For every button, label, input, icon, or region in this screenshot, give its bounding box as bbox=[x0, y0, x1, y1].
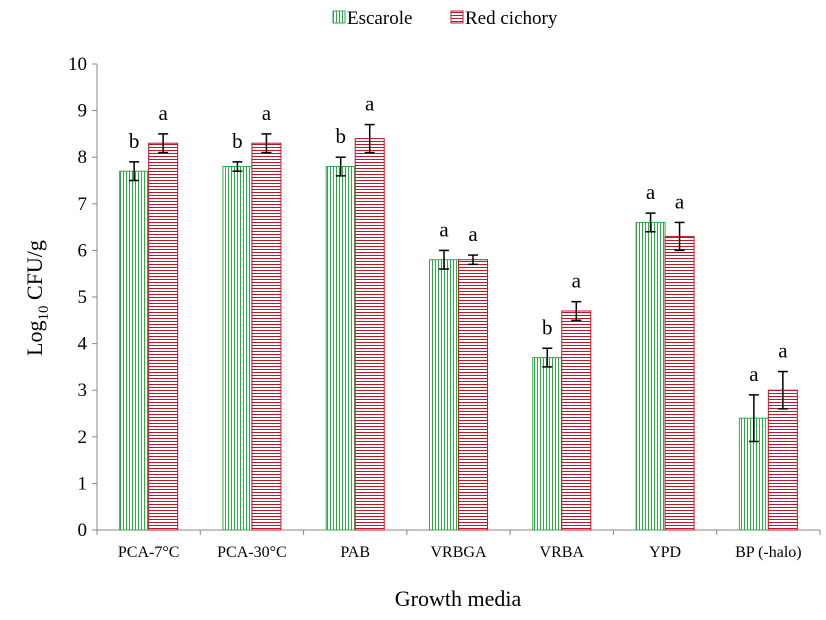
x-tick-label: VRBA bbox=[540, 544, 585, 561]
bar-red-cichory bbox=[458, 259, 488, 531]
error-bar-red-cichory bbox=[364, 123, 375, 154]
y-tick-label: 6 bbox=[78, 240, 88, 261]
significance-letter: a bbox=[262, 101, 272, 125]
significance-letter: b bbox=[129, 129, 140, 153]
legend-item-red-cichory: Red cichory bbox=[450, 8, 558, 29]
error-bar-red-cichory bbox=[158, 133, 169, 154]
significance-letter: a bbox=[365, 92, 375, 116]
error-bar-red-cichory bbox=[468, 254, 478, 266]
bar-escarole bbox=[635, 221, 666, 531]
y-tick-label: 8 bbox=[78, 147, 88, 168]
x-axis-title: Growth media bbox=[395, 586, 522, 611]
plot-area: 0 1 2 3 4 5 6 7 8 9 10 PCA-7°C PCA-30°C PAB VRBGA VRBA Y… bbox=[68, 54, 821, 561]
significance-letter: b bbox=[232, 129, 243, 153]
bar-escarole bbox=[429, 259, 459, 531]
error-bar-red-cichory bbox=[674, 221, 685, 252]
legend-label-escarole: Escarole bbox=[347, 8, 412, 29]
y-axis-title-base: Log bbox=[22, 320, 47, 355]
error-bar-red-cichory bbox=[261, 133, 272, 154]
significance-letter: a bbox=[468, 222, 478, 246]
bar-escarole bbox=[222, 166, 253, 531]
legend-label-red-cichory: Red cichory bbox=[465, 8, 558, 29]
y-tick-label: 7 bbox=[78, 194, 88, 215]
bar-red-cichory bbox=[664, 235, 695, 531]
y-tick-label: 5 bbox=[78, 287, 88, 308]
bar-red-cichory bbox=[561, 310, 592, 531]
legend: Escarole Red cichory bbox=[332, 8, 558, 29]
error-bar-red-cichory bbox=[777, 370, 788, 410]
significance-letter: a bbox=[439, 217, 449, 241]
error-bar-escarole bbox=[335, 156, 346, 177]
y-tick-label: 9 bbox=[78, 101, 88, 122]
error-bar-escarole bbox=[748, 394, 759, 443]
error-bar-escarole bbox=[129, 161, 140, 182]
error-bar-escarole bbox=[645, 212, 656, 233]
legend-swatch-escarole bbox=[332, 10, 346, 24]
significance-letter: a bbox=[158, 101, 168, 125]
y-tick-label: 4 bbox=[78, 334, 88, 355]
bar-red-cichory bbox=[354, 138, 385, 531]
x-tick-label: VRBGA bbox=[430, 544, 486, 561]
error-bar-escarole bbox=[439, 249, 449, 270]
significance-letter: a bbox=[749, 362, 759, 386]
significance-letter: b bbox=[542, 315, 553, 339]
x-tick-label: PCA-7°C bbox=[118, 544, 180, 561]
bar-red-cichory bbox=[148, 142, 179, 531]
bar-escarole bbox=[119, 170, 150, 531]
error-bar-escarole bbox=[232, 161, 243, 172]
x-tick-label: PAB bbox=[340, 544, 370, 561]
error-bar-escarole bbox=[542, 347, 553, 368]
bar-red-cichory bbox=[767, 389, 798, 531]
x-tick-label: YPD bbox=[649, 544, 681, 561]
significance-letter: a bbox=[646, 180, 656, 204]
y-axis-title-subscript: 10 bbox=[36, 305, 52, 320]
bar-escarole bbox=[532, 357, 563, 531]
bar-escarole bbox=[325, 166, 356, 531]
significance-letter: a bbox=[675, 189, 685, 213]
legend-swatch-red-cichory bbox=[450, 10, 464, 24]
y-tick-label: 3 bbox=[78, 380, 88, 401]
bar-red-cichory bbox=[251, 142, 282, 531]
significance-letter: b bbox=[335, 124, 346, 148]
significance-letter: a bbox=[572, 269, 582, 293]
error-bar-red-cichory bbox=[571, 300, 582, 322]
x-tick-label: PCA-30°C bbox=[217, 544, 287, 561]
y-tick-label: 2 bbox=[78, 427, 88, 448]
y-tick-label: 10 bbox=[68, 54, 87, 75]
y-tick-label: 0 bbox=[78, 520, 88, 541]
legend-item-escarole: Escarole bbox=[332, 8, 412, 29]
y-axis-title-tail: CFU/g bbox=[22, 240, 47, 305]
x-tick-label: BP (-halo) bbox=[735, 544, 802, 561]
y-axis-title: Log10 CFU/g bbox=[22, 240, 52, 356]
significance-letter: a bbox=[778, 339, 788, 363]
y-tick-label: 1 bbox=[78, 473, 88, 494]
